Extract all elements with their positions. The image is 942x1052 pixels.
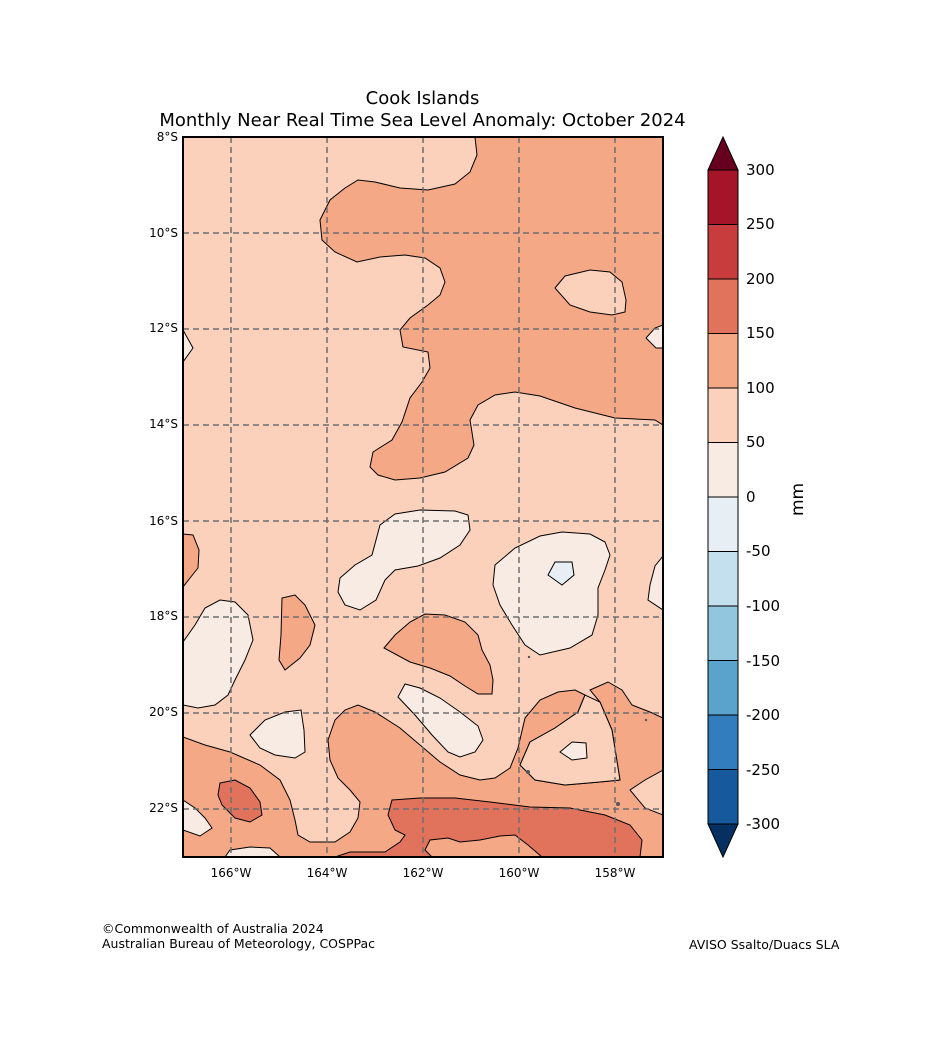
- colorbar-tick-label: -50: [746, 542, 771, 560]
- footer-source: AVISO Ssalto/Duacs SLA: [689, 937, 840, 952]
- colorbar-segment: [707, 333, 739, 389]
- colorbar-segment: [707, 496, 739, 552]
- lon-label-164w: 164°W: [306, 866, 348, 880]
- anomaly-region-0-50-west: [183, 328, 194, 363]
- island-marker: [527, 655, 531, 659]
- colorbar: [707, 135, 739, 859]
- colorbar-tick-label: 300: [746, 161, 775, 179]
- anomaly-region-0-50-far-east: [647, 555, 663, 611]
- lat-label-14s: 14°S: [149, 417, 178, 431]
- colorbar-segment: [707, 769, 739, 825]
- footer-copyright: ©Commonwealth of Australia 2024: [102, 921, 324, 936]
- colorbar-segment: [707, 169, 739, 225]
- anomaly-region-100-150-west-edge: [183, 533, 200, 588]
- lon-label-160w: 160°W: [498, 866, 540, 880]
- anomaly-region-0-50-w20s: [249, 709, 306, 759]
- colorbar-tick-label: 150: [746, 324, 775, 342]
- anomaly-region-0-50-southwest: [183, 799, 213, 837]
- colorbar-tick-label: 250: [746, 215, 775, 233]
- anomaly-region-0-50-west-blob: [183, 599, 254, 709]
- colorbar-over-triangle: [707, 135, 739, 171]
- anomaly-region-0-50-south-edge: [224, 846, 281, 857]
- anomaly-region-150-200-south: [334, 797, 643, 857]
- lon-label-162w: 162°W: [402, 866, 444, 880]
- map-subtitle: Monthly Near Real Time Sea Level Anomaly…: [159, 110, 686, 131]
- anomaly-region-100-150-small: [278, 594, 316, 671]
- footer-agency: Australian Bureau of Meteorology, COSPPa…: [102, 936, 375, 951]
- anomaly-region-50-100-south-hole: [519, 694, 621, 786]
- anomaly-region-0-50-east-blob: [492, 531, 611, 656]
- colorbar-segment: [707, 714, 739, 770]
- anomaly-region-negative-0-50: [547, 561, 575, 586]
- island-marker: [616, 802, 620, 806]
- anomaly-region-100-150-mid: [383, 613, 494, 695]
- lat-label-16s: 16°S: [149, 514, 178, 528]
- map-frame: [182, 136, 664, 858]
- anomaly-region-0-50-20s: [397, 683, 484, 758]
- anomaly-region-0-50-central: [337, 509, 471, 611]
- lon-label-158w: 158°W: [594, 866, 636, 880]
- islands: [526, 655, 648, 806]
- colorbar-tick-label: -300: [746, 815, 781, 833]
- anomaly-region-150-200-west: [217, 779, 263, 823]
- colorbar-under-triangle: [707, 823, 739, 859]
- colorbar-tick-label: -100: [746, 597, 781, 615]
- colorbar-unit-label: mm: [788, 482, 808, 516]
- gridlines: [183, 137, 663, 857]
- lon-label-166w: 166°W: [210, 866, 252, 880]
- colorbar-tick-label: -150: [746, 652, 781, 670]
- colorbar-tick-label: -200: [746, 706, 781, 724]
- lat-label-10s: 10°S: [149, 226, 178, 240]
- island-marker: [526, 770, 530, 774]
- anomaly-region-0-50-east: [645, 324, 663, 349]
- lat-label-12s: 12°S: [149, 321, 178, 335]
- island-marker: [607, 711, 611, 715]
- anomaly-region-50-100-southeast: [629, 769, 663, 816]
- colorbar-tick-label: 50: [746, 433, 766, 451]
- map-title: Cook Islands: [365, 88, 480, 109]
- colorbar-tick-label: -250: [746, 761, 781, 779]
- anomaly-region-0-50-south-small: [559, 741, 588, 761]
- colorbar-segment: [707, 442, 739, 498]
- colorbar-tick-label: 200: [746, 270, 775, 288]
- anomaly-region-50-100-hole: [554, 269, 627, 316]
- lat-label-18s: 18°S: [149, 609, 178, 623]
- colorbar-segment: [707, 224, 739, 280]
- colorbar-segment: [707, 551, 739, 607]
- colorbar-tick-label: 100: [746, 379, 775, 397]
- lat-label-8s: 8°S: [156, 130, 178, 144]
- lat-label-20s: 20°S: [149, 705, 178, 719]
- lat-label-22s: 22°S: [149, 801, 178, 815]
- colorbar-segment: [707, 387, 739, 443]
- colorbar-segment: [707, 278, 739, 334]
- anomaly-region-100-150-south-hole: [424, 834, 543, 857]
- anomaly-region-100-150-north: [319, 137, 663, 481]
- colorbar-segment: [707, 605, 739, 661]
- island-marker: [644, 718, 648, 722]
- colorbar-tick-label: 0: [746, 488, 756, 506]
- colorbar-segment: [707, 660, 739, 716]
